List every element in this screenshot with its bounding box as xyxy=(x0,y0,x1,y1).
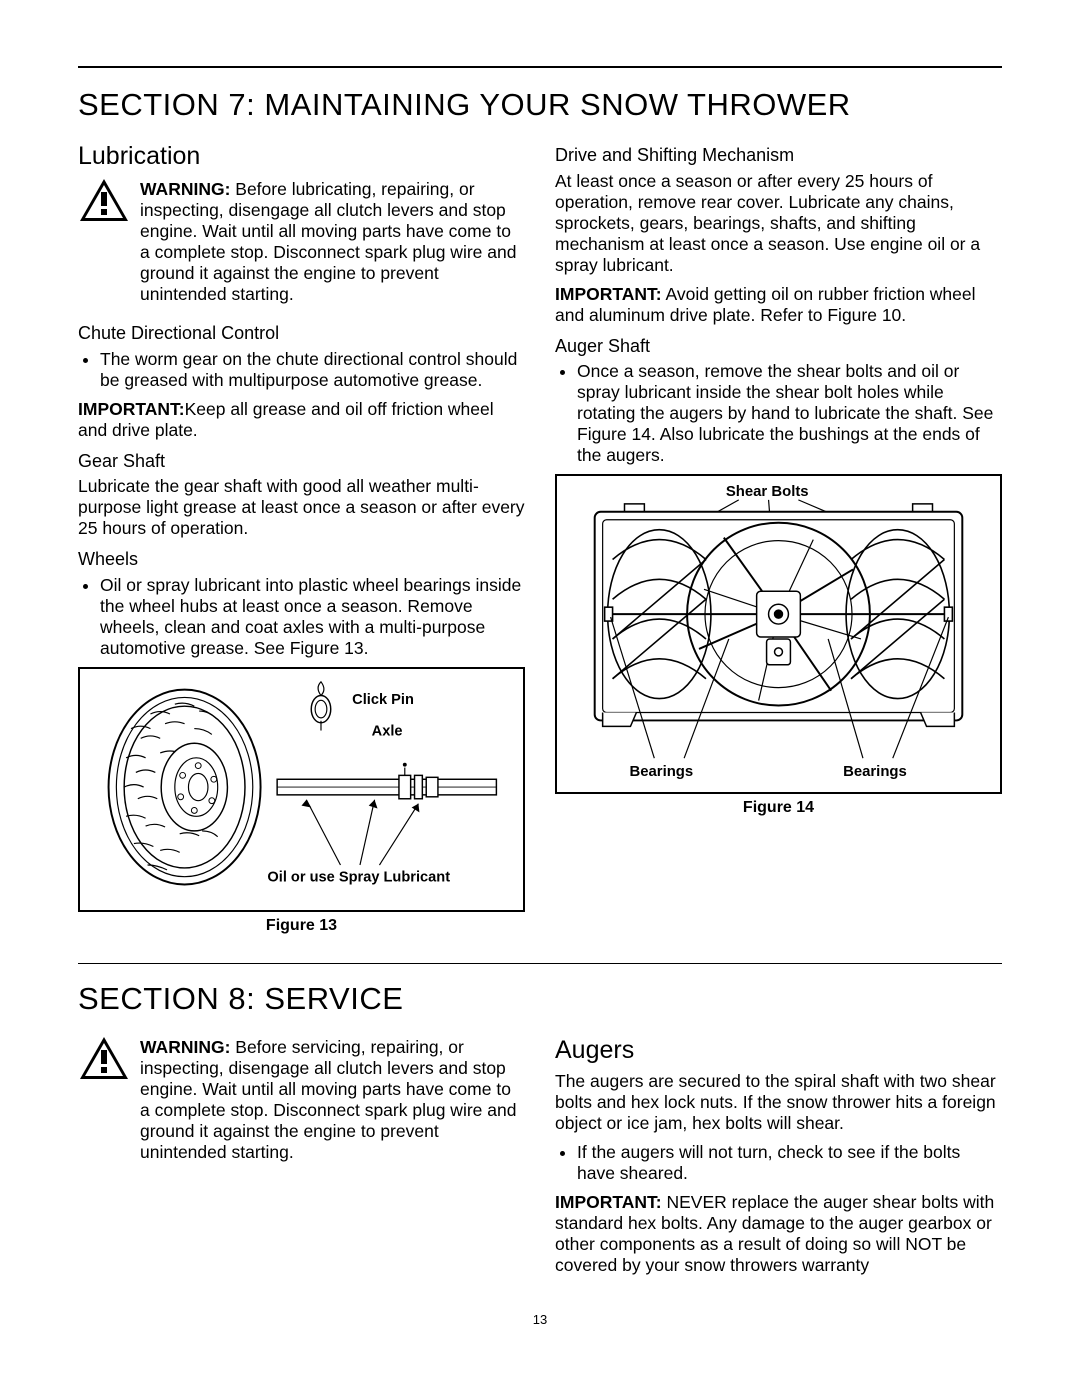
svg-text:Bearings: Bearings xyxy=(629,764,693,780)
col-left: Lubrication WARNING: Before lubricating,… xyxy=(78,141,525,935)
figure-14: Shear Bolts xyxy=(555,474,1002,794)
augers-heading: Augers xyxy=(555,1035,1002,1065)
section7-title: SECTION 7: MAINTAINING YOUR SNOW THROWER xyxy=(78,86,1002,123)
svg-text:Shear Bolts: Shear Bolts xyxy=(726,484,809,500)
wheels-list: Oil or spray lubricant into plastic whee… xyxy=(78,575,525,659)
svg-text:Bearings: Bearings xyxy=(843,764,907,780)
warning-text: WARNING: Before lubricating, repairing, … xyxy=(140,179,525,305)
s8-col-left: WARNING: Before servicing, repairing, or… xyxy=(78,1035,525,1284)
col-right: Drive and Shifting Mechanism At least on… xyxy=(555,141,1002,935)
figure-13: Click Pin Axle Oil or use Spray Lubrican… xyxy=(78,667,525,912)
augers-list: If the augers will not turn, check to se… xyxy=(555,1142,1002,1184)
chute-important: IMPORTANT:Keep all grease and oil off fr… xyxy=(78,399,525,441)
figure13-caption: Figure 13 xyxy=(78,916,525,935)
augers-bullet: If the augers will not turn, check to se… xyxy=(577,1142,1002,1184)
service-warning: WARNING: Before servicing, repairing, or… xyxy=(78,1035,525,1171)
warning-label: WARNING: xyxy=(140,179,230,199)
wheels-bullet: Oil or spray lubricant into plastic whee… xyxy=(100,575,525,659)
lubrication-heading: Lubrication xyxy=(78,141,525,171)
divider-mid xyxy=(78,963,1002,964)
auger-bullet: Once a season, remove the shear bolts an… xyxy=(577,361,1002,466)
section8-columns: WARNING: Before servicing, repairing, or… xyxy=(78,1035,1002,1284)
gear-text: Lubricate the gear shaft with good all w… xyxy=(78,476,525,539)
auger-list: Once a season, remove the shear bolts an… xyxy=(555,361,1002,466)
augers-text: The augers are secured to the spiral sha… xyxy=(555,1071,1002,1134)
service-warning-text: WARNING: Before servicing, repairing, or… xyxy=(140,1037,525,1163)
page-number: 13 xyxy=(78,1312,1002,1328)
warning-icon xyxy=(78,1035,130,1081)
drive-important: IMPORTANT: Avoid getting oil on rubber f… xyxy=(555,284,1002,326)
chute-list: The worm gear on the chute directional c… xyxy=(78,349,525,391)
chute-heading: Chute Directional Control xyxy=(78,323,525,345)
lubrication-warning: WARNING: Before lubricating, repairing, … xyxy=(78,177,525,313)
wheels-heading: Wheels xyxy=(78,549,525,571)
section7-columns: Lubrication WARNING: Before lubricating,… xyxy=(78,141,1002,935)
warning-icon xyxy=(78,177,130,223)
fig13-lubricant-label: Oil or use Spray Lubricant xyxy=(267,870,450,886)
auger-shaft-heading: Auger Shaft xyxy=(555,336,1002,358)
chute-bullet: The worm gear on the chute directional c… xyxy=(100,349,525,391)
figure-13-svg: Click Pin Axle Oil or use Spray Lubrican… xyxy=(88,675,515,904)
divider-top xyxy=(78,66,1002,68)
figure-14-svg: Shear Bolts xyxy=(563,480,994,788)
drive-heading: Drive and Shifting Mechanism xyxy=(555,145,1002,167)
gear-heading: Gear Shaft xyxy=(78,451,525,473)
figure14-caption: Figure 14 xyxy=(555,798,1002,817)
fig13-axle-label: Axle xyxy=(372,723,403,739)
drive-text: At least once a season or after every 25… xyxy=(555,171,1002,276)
section8-title: SECTION 8: SERVICE xyxy=(78,980,1002,1017)
fig13-clickpin-label: Click Pin xyxy=(352,692,414,708)
augers-important: IMPORTANT: NEVER replace the auger shear… xyxy=(555,1192,1002,1276)
s8-col-right: Augers The augers are secured to the spi… xyxy=(555,1035,1002,1284)
